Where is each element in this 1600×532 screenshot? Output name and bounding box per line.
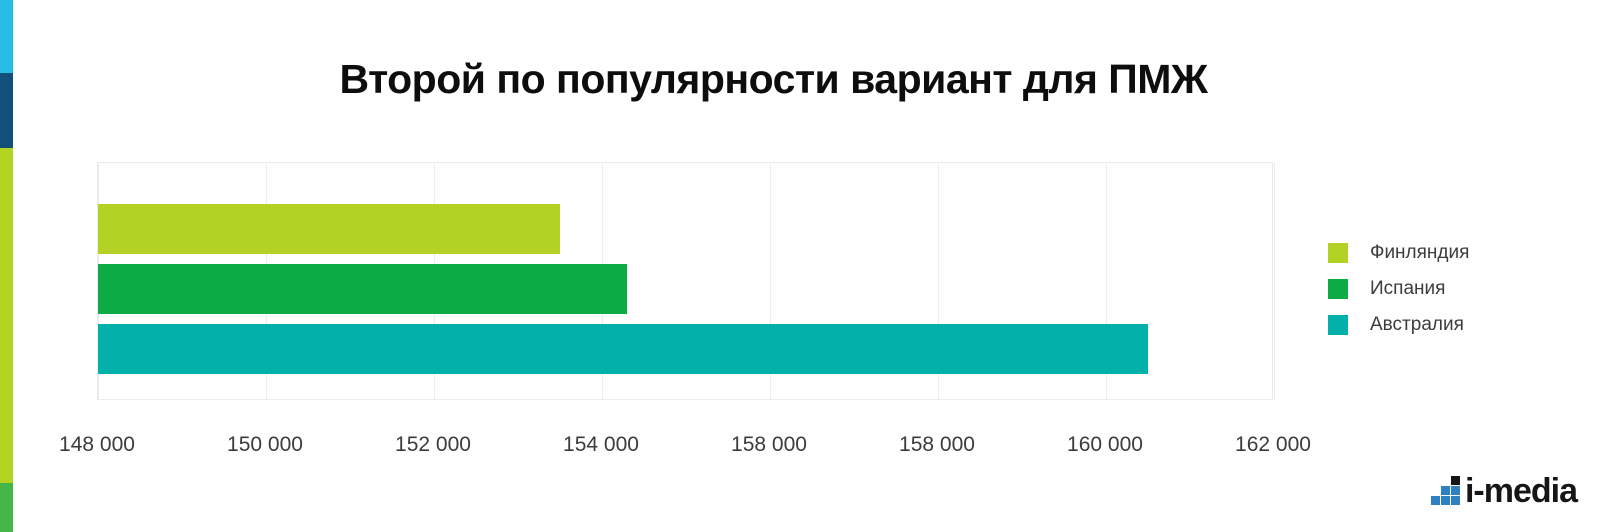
logo-bar-column [1430,495,1440,505]
chart-bar-1 [98,204,560,254]
accent-strip-segment-yellow-green [0,148,13,483]
x-tick-label: 158 000 [731,433,807,456]
gridline [770,163,771,399]
logo-bar-unit [1450,476,1460,485]
imedia-logo: i-media [1430,472,1578,510]
x-tick-label: 150 000 [227,433,303,456]
accent-strip-segment-cyan [0,0,13,73]
gridline [938,163,939,399]
logo-bar-unit [1430,496,1440,505]
legend-item: Испания [1328,278,1469,299]
x-tick-label: 152 000 [395,433,471,456]
logo-bar-unit [1450,486,1460,495]
x-tick-label: 160 000 [1067,433,1143,456]
accent-strip-segment-dark-blue [0,73,13,148]
accent-strip [0,0,13,532]
imedia-logo-text: i-media [1464,472,1578,510]
x-axis: 148 000 150 000 152 000 154 000 158 000 158 0… [59,433,1311,461]
legend-swatch-icon [1328,315,1348,335]
gridline [1274,163,1275,399]
logo-bar-unit [1440,486,1450,495]
x-tick-label: 158 000 [899,433,975,456]
legend-item: Австралия [1328,314,1469,335]
logo-bar-column [1440,485,1450,505]
legend-label: Австралия [1370,314,1464,335]
x-tick-label: 148 000 [59,433,135,456]
plot-area [97,162,1275,400]
logo-bar-column [1450,475,1460,505]
chart-bar-3 [98,324,1148,374]
legend-item: Финляндия [1328,242,1470,263]
logo-bar-unit [1440,496,1450,505]
chart-bar-2 [98,264,627,314]
imedia-logo-bars-icon [1430,475,1461,508]
x-tick-label: 162 000 [1235,433,1311,456]
gridline [1106,163,1107,399]
legend-swatch-icon [1328,243,1348,263]
accent-strip-segment-green [0,483,13,532]
chart-title: Второй по популярности вариант для ПМЖ [339,56,1208,102]
logo-bar-unit [1450,496,1460,505]
legend-swatch-icon [1328,279,1348,299]
legend-label: Финляндия [1370,242,1470,263]
legend: Финляндия Испания Австралия [1328,242,1470,351]
x-tick-label: 154 000 [563,433,639,456]
legend-label: Испания [1370,278,1446,299]
